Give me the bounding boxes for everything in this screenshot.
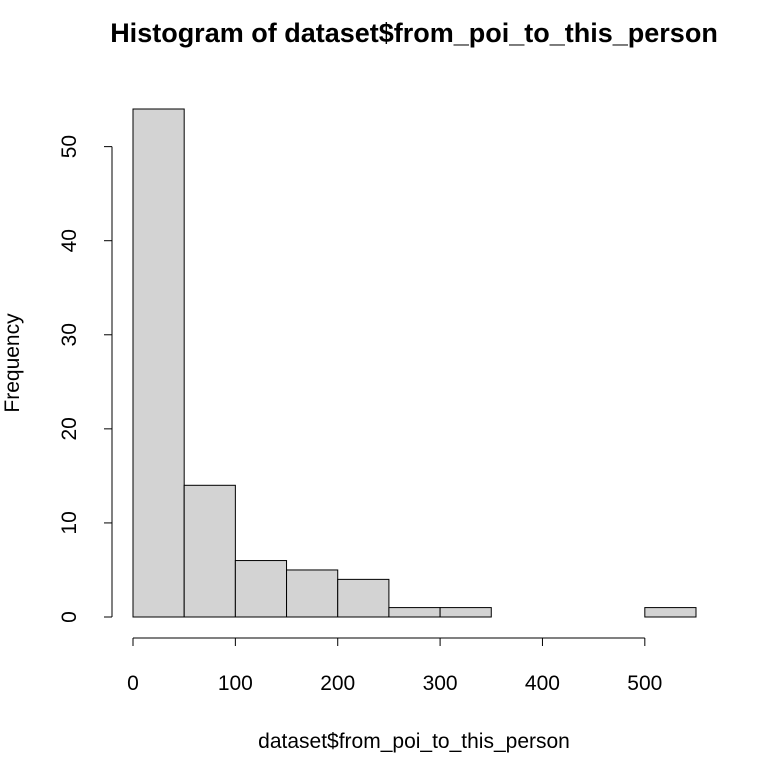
y-tick-label-50: 50 <box>58 135 81 158</box>
x-tick-label-200: 200 <box>320 672 355 695</box>
y-tick-label-40: 40 <box>58 229 81 252</box>
histogram-bar-1 <box>183 484 236 618</box>
y-tick-label-10: 10 <box>58 511 81 534</box>
histogram-bar-10 <box>644 607 697 618</box>
histogram-bar-2 <box>234 560 288 618</box>
y-tick-label-20: 20 <box>58 417 81 440</box>
y-axis: 0 10 20 30 40 50 <box>58 135 113 623</box>
y-tick-label-0: 0 <box>58 611 81 623</box>
x-tick-label-0: 0 <box>127 672 139 695</box>
y-tick-label-30: 30 <box>58 323 81 346</box>
x-tick-label-500: 500 <box>627 672 662 695</box>
chart-title: Histogram of dataset$from_poi_to_this_pe… <box>110 18 718 48</box>
histogram-bar-6 <box>439 607 492 618</box>
x-tick-label-100: 100 <box>218 672 253 695</box>
y-axis-label: Frequency <box>1 313 24 413</box>
bars-group <box>132 108 697 618</box>
x-tick-label-300: 300 <box>423 672 458 695</box>
x-axis-label: dataset$from_poi_to_this_person <box>258 730 570 753</box>
histogram-bar-3 <box>286 569 339 618</box>
x-tick-label-400: 400 <box>525 672 560 695</box>
x-axis: 0 100 200 300 400 500 <box>127 637 662 695</box>
histogram-bar-4 <box>337 578 390 618</box>
histogram-bar-5 <box>388 607 441 618</box>
histogram-bar-0 <box>132 108 185 618</box>
